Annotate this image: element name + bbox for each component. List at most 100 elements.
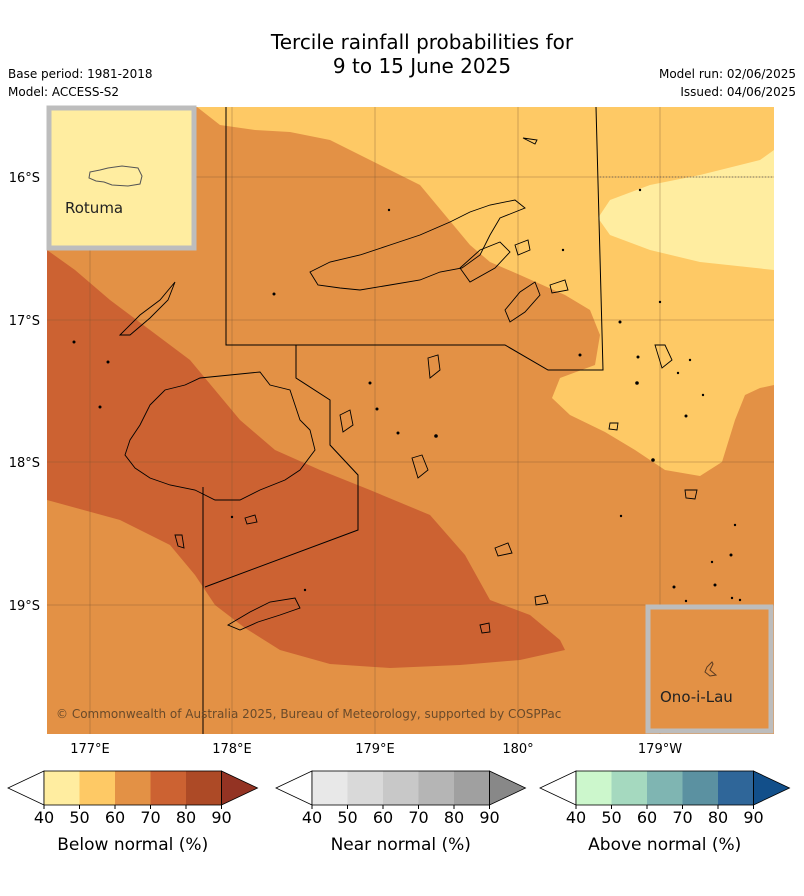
graticule [47, 107, 774, 734]
colorbar-label: Above normal (%) [588, 835, 741, 855]
colorbar-outline [311, 770, 490, 806]
colorbar-extend-high [221, 770, 259, 806]
colorbar-1: 40 50 60 70 80 90 Near normal (%) [275, 770, 527, 855]
colorbar-tick-label: 40 [566, 808, 586, 827]
lon-label: 180° [502, 742, 533, 757]
colorbar-outline [575, 770, 754, 806]
colorbar-segment [682, 771, 718, 805]
colorbar-extend-high [489, 770, 527, 806]
colorbar-label: Near normal (%) [331, 835, 471, 855]
latitude-labels: 16°S 17°S 18°S 19°S [9, 171, 40, 614]
lat-label: 19°S [9, 599, 40, 614]
colorbar-tick-label: 40 [302, 808, 322, 827]
colorbar-tick-label: 80 [176, 808, 196, 827]
colorbar-segment [418, 771, 454, 805]
viti-levu-island [124, 371, 316, 501]
island [684, 489, 698, 500]
colorbar-extend-low [7, 770, 45, 806]
region-40-50 [598, 150, 774, 270]
colorbar-segment [79, 771, 115, 805]
lat-label: 17°S [9, 314, 40, 329]
rotuma-inset: Rotuma [46, 105, 197, 251]
island [339, 409, 354, 433]
island [654, 344, 673, 369]
base-period: Base period: 1981-2018 [8, 67, 153, 81]
ono-i-lau-inset: Ono-i-Lau [645, 604, 774, 734]
colorbar-tick-label: 40 [34, 808, 54, 827]
island [494, 542, 513, 557]
colorbar-tick-label: 60 [373, 808, 393, 827]
colorbar-segment [718, 771, 754, 805]
colorbar-tick-label: 60 [637, 808, 657, 827]
colorbar-extend-low [275, 770, 313, 806]
ono-i-lau-label: Ono-i-Lau [660, 688, 733, 706]
title-line-1: Tercile rainfall probabilities for [270, 30, 574, 54]
lon-label: 179°E [355, 742, 395, 757]
lon-label: 178°E [212, 742, 252, 757]
ono-i-lau-island-outline [704, 661, 718, 677]
title-line-2: 9 to 15 June 2025 [332, 54, 512, 78]
colorbar-segment [115, 771, 151, 805]
colorbar-segment [611, 771, 647, 805]
colorbar-extend-high [753, 770, 791, 806]
island [522, 137, 538, 145]
colorbar-segment [312, 771, 348, 805]
boundary-lines [202, 107, 604, 734]
kadavu-island [226, 597, 301, 631]
colorbar-tick-label: 80 [444, 808, 464, 827]
colorbar-tick-label: 90 [479, 808, 499, 827]
colorbar-tick-label: 90 [743, 808, 763, 827]
colorbar-segment [647, 771, 683, 805]
colorbar-tick-label: 70 [672, 808, 692, 827]
colorbar-outline [43, 770, 222, 806]
colorbar-tick-label: 70 [408, 808, 428, 827]
island [608, 422, 619, 431]
region-70-80 [47, 250, 565, 668]
island [549, 279, 569, 294]
longitude-labels: 177°E 178°E 179°E 180° 179°W [70, 742, 682, 757]
lon-label: 177°E [70, 742, 110, 757]
meta-left: Base period: 1981-2018 Model: ACCESS-S2 [8, 65, 153, 101]
island [504, 281, 541, 323]
rotuma-label: Rotuma [65, 199, 123, 217]
island [534, 594, 549, 606]
lat-label: 16°S [9, 171, 40, 186]
islands [118, 137, 698, 634]
colorbar-tick-label: 70 [140, 808, 160, 827]
colorbar-extend-low [539, 770, 577, 806]
model-run: Model run: 02/06/2025 [658, 67, 796, 81]
island [411, 454, 429, 479]
meta-right: Model run: 02/06/2025 Issued: 04/06/2025 [659, 65, 796, 101]
colorbar-tick-label: 60 [105, 808, 125, 827]
colorbar-segment [347, 771, 383, 805]
island [514, 239, 531, 256]
colorbar-segment [44, 771, 80, 805]
colorbar-segment [186, 771, 222, 805]
model-name: Model: ACCESS-S2 [8, 85, 120, 99]
island [174, 534, 185, 549]
lat-label: 18°S [9, 456, 40, 471]
island [244, 514, 258, 525]
colorbar-tick-label: 50 [69, 808, 89, 827]
island [427, 354, 441, 379]
island [118, 281, 176, 336]
colorbar-tick-label: 90 [211, 808, 231, 827]
issued-date: Issued: 04/06/2025 [680, 85, 796, 99]
map-title: Tercile rainfall probabilities for 9 to … [0, 30, 804, 78]
copyright-notice: © Commonwealth of Australia 2025, Bureau… [56, 707, 561, 721]
lon-label: 179°W [638, 742, 682, 757]
colorbar-segment [576, 771, 612, 805]
colorbar-tick-label: 50 [337, 808, 357, 827]
colorbar-segment [150, 771, 186, 805]
colorbar-segment [383, 771, 419, 805]
colorbar-segment [454, 771, 490, 805]
colorbar-tick-label: 50 [601, 808, 621, 827]
small-islets [72, 188, 742, 603]
taveuni-island [459, 241, 511, 283]
colorbar-label: Below normal (%) [57, 835, 208, 855]
rotuma-island-outline [88, 165, 143, 187]
